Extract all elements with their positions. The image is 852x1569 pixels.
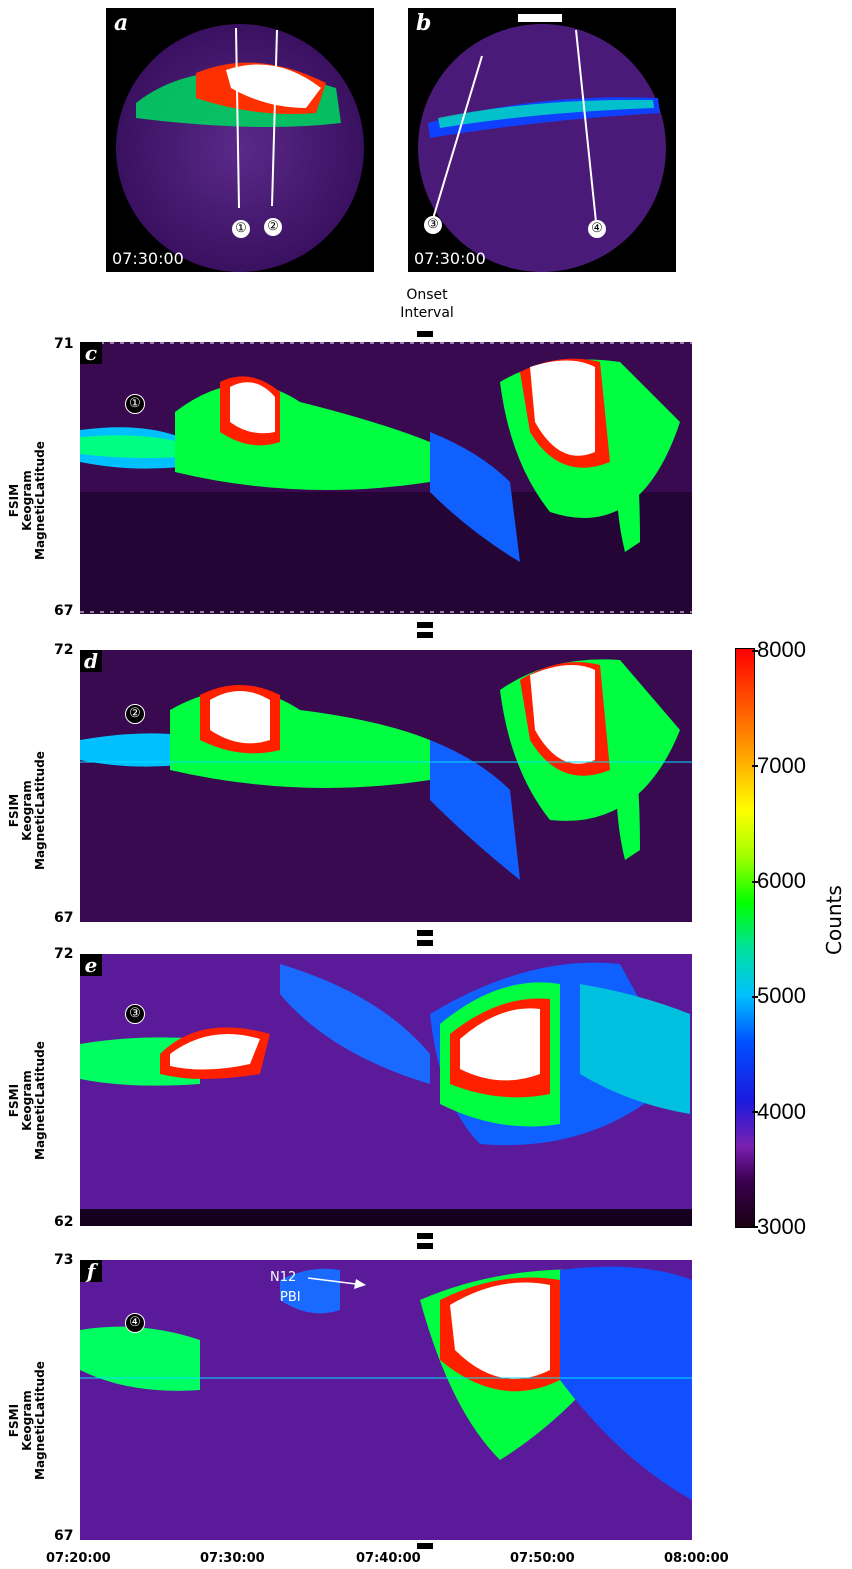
n12-label: N12: [270, 1270, 297, 1285]
cbar-label-3000: 3000: [757, 1214, 806, 1239]
onset-marker-d: [417, 930, 433, 936]
ytick-e-bottom: 62: [54, 1214, 74, 1230]
cbar-tick-7000: [752, 765, 758, 767]
keogram-marker-4: ④: [125, 1313, 145, 1333]
keogram-c: c ①: [80, 342, 692, 614]
ylabel-f: FSMI Keogram MagneticLatitude: [7, 1361, 47, 1480]
onset-marker: [417, 331, 433, 337]
cbar-tick-3000: [752, 1226, 758, 1228]
allsky-time-b: 07:30:00: [414, 249, 486, 268]
panel-letter-e: e: [80, 954, 102, 976]
xtick-0800: 08:00:00: [664, 1551, 729, 1566]
ytick-f-top: 73: [54, 1252, 74, 1268]
onset-line1: Onset: [406, 287, 448, 303]
n12-arrow: [308, 1277, 366, 1289]
allsky-image-a: a ① ② 07:30:00: [106, 8, 374, 272]
onset-marker-d2: [417, 940, 433, 946]
ytick-c-bottom: 67: [54, 603, 74, 619]
ytick-e-top: 72: [54, 946, 74, 962]
marker-2: ②: [264, 218, 282, 236]
colorbar-title: Counts: [822, 885, 846, 955]
xtick-0730: 07:30:00: [200, 1551, 265, 1566]
cbar-label-8000: 8000: [757, 637, 806, 662]
ylabel-c: FSIM Keogram MagneticLatitude: [7, 441, 47, 560]
keogram-d: d ②: [80, 650, 692, 922]
cbar-label-4000: 4000: [757, 1099, 806, 1124]
ytick-f-bottom: 67: [54, 1528, 74, 1544]
panel-letter-d: d: [80, 650, 102, 672]
panel-letter-a: a: [114, 10, 129, 36]
cbar-tick-4000: [752, 1111, 758, 1113]
onset-line2: Interval: [400, 305, 454, 321]
cbar-tick-8000: [752, 650, 758, 652]
panel-letter-b: b: [416, 10, 432, 36]
cbar-label-7000: 7000: [757, 753, 806, 778]
marker-4: ④: [588, 220, 606, 238]
allsky-image-b: b ③ ④ 07:30:00: [408, 8, 676, 272]
ytick-c-top: 71: [54, 336, 74, 352]
xtick-0750: 07:50:00: [510, 1551, 575, 1566]
allsky-time-a: 07:30:00: [112, 249, 184, 268]
cbar-label-6000: 6000: [757, 868, 806, 893]
ytick-d-bottom: 67: [54, 910, 74, 926]
marker-1: ①: [232, 220, 250, 238]
cbar-tick-6000: [752, 881, 758, 883]
keogram-e: e ③: [80, 954, 692, 1226]
colorbar: [735, 648, 755, 1228]
keogram-f: f ④ N12 PBI: [80, 1260, 692, 1540]
ytick-d-top: 72: [54, 642, 74, 658]
onset-label: Onset Interval: [372, 286, 482, 322]
pbi-label: PBI: [280, 1290, 301, 1305]
keogram-marker-2: ②: [125, 704, 145, 724]
panel-letter-c: c: [80, 342, 102, 364]
cbar-tick-5000: [752, 996, 758, 998]
marker-3: ③: [424, 216, 442, 234]
cbar-label-5000: 5000: [757, 983, 806, 1008]
ylabel-d: FSIM Keogram MagneticLatitude: [7, 751, 47, 870]
ylabel-e: FSMI Keogram MagneticLatitude: [7, 1041, 47, 1160]
panel-letter-f: f: [80, 1260, 102, 1282]
xtick-0720: 07:20:00: [46, 1551, 111, 1566]
onset-marker-e: [417, 1233, 433, 1239]
keogram-marker-1: ①: [125, 394, 145, 414]
onset-marker-c2: [417, 632, 433, 638]
onset-marker-c: [417, 622, 433, 628]
keogram-marker-3: ③: [125, 1004, 145, 1024]
xtick-0740: 07:40:00: [356, 1551, 421, 1566]
onset-marker-f: [417, 1543, 433, 1549]
onset-marker-e2: [417, 1243, 433, 1249]
